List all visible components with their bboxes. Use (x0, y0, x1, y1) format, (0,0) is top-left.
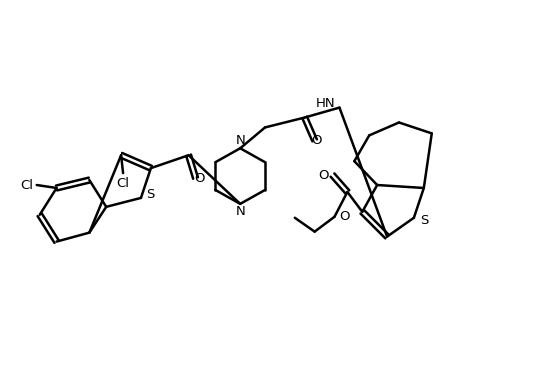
Text: O: O (311, 134, 322, 147)
Text: HN: HN (316, 97, 335, 110)
Text: Cl: Cl (117, 177, 129, 189)
Text: S: S (146, 189, 154, 201)
Text: N: N (235, 205, 245, 218)
Text: S: S (419, 214, 428, 227)
Text: O: O (339, 210, 350, 223)
Text: O: O (194, 171, 205, 185)
Text: O: O (318, 169, 329, 182)
Text: N: N (235, 134, 245, 147)
Text: Cl: Cl (20, 179, 33, 192)
